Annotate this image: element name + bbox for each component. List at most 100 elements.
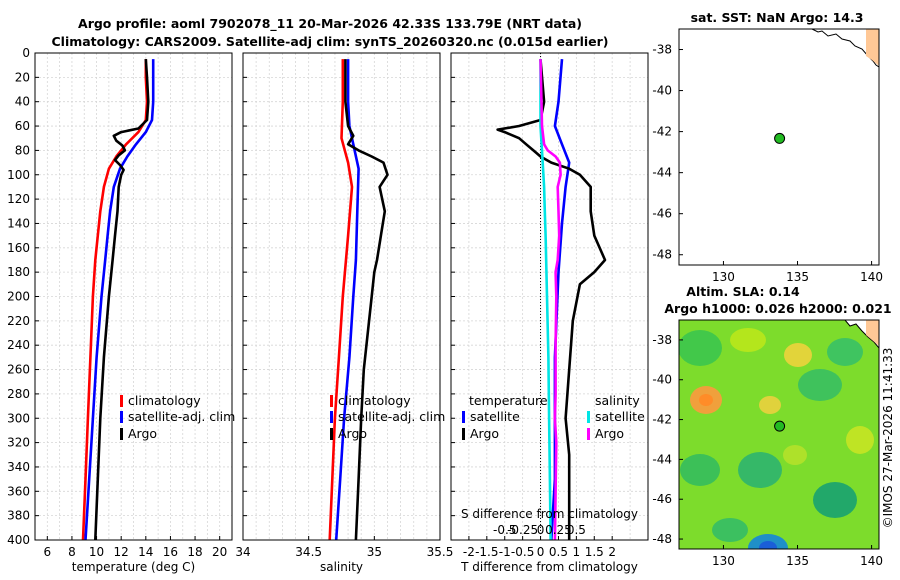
y-tick-label: 40: [15, 95, 30, 109]
x-tick-label: 10: [89, 545, 104, 559]
salinity-xlabel: salinity: [320, 560, 363, 574]
sla-cell-low: [827, 338, 863, 366]
map-x-tick-label: 130: [712, 554, 735, 568]
map-x-tick-label: 140: [860, 554, 883, 568]
sla-heatmap: [679, 320, 879, 549]
x-tick-label: 35.5: [427, 545, 454, 559]
legend-label-climatology: climatology: [128, 393, 201, 408]
y-tick-label: 280: [7, 387, 30, 401]
legend-label-t-satellite: satellite: [470, 409, 520, 424]
temperature-grid: [35, 52, 232, 541]
series-line-s-argo: [539, 59, 562, 541]
legend-swatch-satellite: [330, 411, 333, 423]
temperature-legend: climatology satellite-adj. clim Argo: [120, 393, 235, 441]
sst-map-background: [679, 29, 879, 265]
sla-cell-low: [712, 518, 748, 542]
sla-map-ticks: 130 135 140 -38 -40 -42 -44 -46 -48: [652, 333, 883, 568]
temperature-series: [81, 59, 155, 541]
map-y-tick-label: -44: [652, 452, 672, 466]
y-tick-label: 100: [7, 168, 30, 182]
y-tick-label: 340: [7, 460, 30, 474]
series-line-t-satellite: [550, 58, 571, 541]
series-line-t-argo: [496, 58, 607, 540]
y-tick-label: 160: [7, 241, 30, 255]
x-tick-label: 34.5: [295, 545, 322, 559]
x-tick-label: -2: [463, 545, 475, 559]
x-tick-label: -0.5: [511, 545, 534, 559]
series-line-climatology: [328, 59, 354, 541]
map-y-tick-label: -48: [652, 532, 672, 546]
map-y-tick-label: -46: [652, 492, 672, 506]
legend-swatch-argo: [120, 428, 123, 440]
map-x-tick-label: 135: [786, 270, 809, 284]
map-y-tick-label: -46: [652, 207, 672, 221]
x-tick-label: 34: [235, 545, 250, 559]
sst-map-panel: sat. SST: NaN Argo: 14.3 130 135 140 -38 -40…: [652, 10, 883, 284]
legend-title-salinity: salinity: [595, 393, 640, 408]
difference-legend: temperature satellite Argo salinity sate…: [462, 393, 645, 441]
y-tick-label: 200: [7, 290, 30, 304]
legend-label-t-argo: Argo: [470, 426, 499, 441]
legend-swatch-satellite: [120, 411, 123, 423]
temperature-xlabel: temperature (deg C): [72, 560, 195, 574]
y-tick-label: 180: [7, 265, 30, 279]
legend-label-s-argo: Argo: [595, 426, 624, 441]
y-tick-label: 0: [22, 46, 30, 60]
map-x-tick-label: 135: [786, 554, 809, 568]
legend-swatch-t-argo: [462, 428, 465, 440]
series-line-climatology: [81, 59, 149, 541]
sla-cell-high: [846, 426, 874, 454]
sla-map-land: [866, 320, 879, 346]
x2-tick-label: 0.25: [545, 523, 572, 537]
sla-map-panel: Altim. SLA: 0.14 Argo h1000: 0.026 h2000…: [652, 284, 891, 568]
temperature-panel: 6 8 10 12 14 16 18 2002040608010012014016018020…: [7, 46, 235, 574]
map-y-tick-label: -38: [652, 333, 672, 347]
map-y-tick-label: -42: [652, 125, 672, 139]
legend-label-s-satellite: satellite: [595, 409, 645, 424]
map-x-tick-label: 140: [860, 270, 883, 284]
y-tick-label: 400: [7, 533, 30, 547]
sst-map-title: sat. SST: NaN Argo: 14.3: [691, 10, 864, 25]
x2-tick-label: -0.5: [493, 523, 516, 537]
x-tick-label: 6: [43, 545, 51, 559]
sst-map-land: [866, 29, 879, 66]
y-tick-label: 300: [7, 411, 30, 425]
sla-cell-high: [759, 396, 781, 414]
map-x-tick-label: 130: [712, 270, 735, 284]
sst-map-frame: [678, 28, 880, 266]
x2-tick-label: 0: [537, 523, 545, 537]
sla-cell-low: [798, 369, 842, 401]
series-line-argo: [344, 59, 389, 541]
y-tick-label: 140: [7, 216, 30, 230]
x-tick-label: 20: [212, 545, 227, 559]
legend-title-temperature: temperature: [469, 393, 548, 408]
legend-label-argo: Argo: [128, 426, 157, 441]
sla-map-points: [774, 420, 786, 432]
x-tick-label: 2: [608, 545, 616, 559]
sla-cell-high: [730, 328, 766, 352]
legend-swatch-s-argo: [587, 428, 590, 440]
legend-label-satellite: satellite-adj. clim: [338, 409, 445, 424]
x-tick-label: 0.5: [549, 545, 568, 559]
difference-x2label: S difference from climatology: [461, 507, 638, 521]
legend-label-argo: Argo: [338, 426, 367, 441]
salinity-series: [328, 59, 389, 541]
y-tick-label: 60: [15, 119, 30, 133]
map-y-tick-label: -48: [652, 248, 672, 262]
series-line-satellite-adj-clim: [334, 59, 360, 541]
y-tick-label: 240: [7, 338, 30, 352]
difference-xlabel: T difference from climatology: [460, 560, 638, 574]
sla-cell-peak: [699, 394, 713, 406]
sst-map-coastline: [811, 28, 880, 68]
y-tick-label: 120: [7, 192, 30, 206]
y-tick-label: 380: [7, 509, 30, 523]
x-tick-label: 12: [114, 545, 129, 559]
difference-panel: -2 -1.5 -1 -0.5 0 0.5 1 1.5 2-0.5-0.250 0.250.5 T…: [450, 52, 649, 574]
difference-ticks: -2 -1.5 -1 -0.5 0 0.5 1 1.5 2-0.5-0.250 0.250.5: [451, 52, 616, 559]
legend-label-climatology: climatology: [338, 393, 411, 408]
salinity-legend: climatology satellite-adj. clim Argo: [330, 393, 445, 441]
series-line-s-satellite: [539, 59, 552, 541]
y-tick-label: 360: [7, 484, 30, 498]
sla-map-title-line1: Altim. SLA: 0.14: [686, 284, 800, 299]
